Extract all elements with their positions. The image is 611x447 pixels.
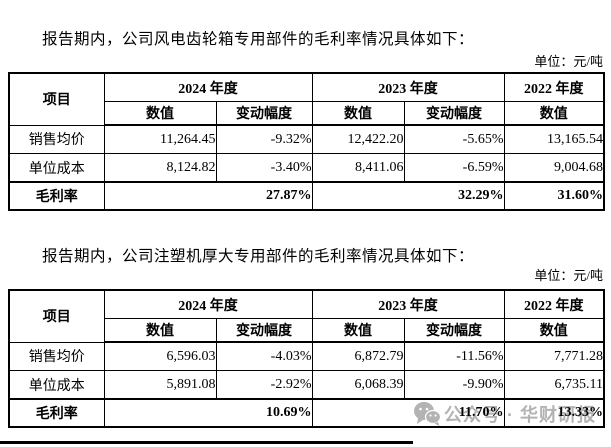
value-cell: 11,264.45 bbox=[103, 124, 217, 154]
unit-label: 单位：元/吨 bbox=[534, 268, 603, 283]
value-cell: 6,735.11 bbox=[503, 370, 605, 400]
header-year-2022: 2022 年度 bbox=[503, 289, 605, 319]
value-cell: 6,068.39 bbox=[311, 370, 405, 400]
header-change-2024: 变动幅度 bbox=[215, 101, 313, 126]
value-cell: -6.59% bbox=[403, 153, 505, 183]
table-header-row-years: 项目 2024 年度 2023 年度 2022 年度 bbox=[8, 72, 605, 126]
section-intro-gearbox: 报告期内，公司风电齿轮箱专用部件的毛利率情况具体如下： bbox=[42, 30, 475, 48]
value-cell: 32.29% bbox=[311, 181, 505, 211]
header-year-2024: 2024 年度 bbox=[103, 72, 313, 102]
header-change-2024: 变动幅度 bbox=[215, 318, 313, 343]
header-year-2022: 2022 年度 bbox=[503, 72, 605, 102]
table-header-row-years: 项目 2024 年度 2023 年度 2022 年度 bbox=[8, 289, 605, 343]
header-year-2023: 2023 年度 bbox=[311, 72, 505, 102]
table-row-unit-cost: 单位成本 5,891.08 -2.92% 6,068.39 -9.90% 6,7… bbox=[8, 370, 605, 400]
value-cell: -3.40% bbox=[215, 153, 313, 183]
gearbox-margin-table: 项目 2024 年度 2023 年度 2022 年度 数值 变动幅度 数值 变动… bbox=[8, 72, 605, 211]
header-value-2024: 数值 bbox=[103, 101, 217, 126]
value-cell: 31.60% bbox=[503, 181, 605, 211]
table-row-avg-price: 销售均价 6,596.03 -4.03% 6,872.79 -11.56% 7,… bbox=[8, 341, 605, 371]
value-cell: -9.32% bbox=[215, 124, 313, 154]
header-value-2024: 数值 bbox=[103, 318, 217, 343]
value-cell: 11.70% bbox=[311, 398, 505, 428]
header-year-2024: 2024 年度 bbox=[103, 289, 313, 319]
header-item: 项目 bbox=[8, 289, 105, 343]
header-value-2022: 数值 bbox=[503, 318, 605, 343]
header-value-2022: 数值 bbox=[503, 101, 605, 126]
header-item: 项目 bbox=[8, 72, 105, 126]
header-value-2023: 数值 bbox=[311, 101, 405, 126]
value-cell: 27.87% bbox=[103, 181, 313, 211]
table-row-gross-margin: 毛利率 27.87% 32.29% 31.60% bbox=[8, 181, 605, 211]
value-cell: -5.65% bbox=[403, 124, 505, 154]
value-cell: 9,004.68 bbox=[503, 153, 605, 183]
row-label: 毛利率 bbox=[8, 181, 105, 211]
value-cell: 13.33% bbox=[503, 398, 605, 428]
value-cell: 7,771.28 bbox=[503, 341, 605, 371]
table-row-unit-cost: 单位成本 8,124.82 -3.40% 8,411.06 -6.59% 9,0… bbox=[8, 153, 605, 183]
injection-margin-table: 项目 2024 年度 2023 年度 2022 年度 数值 变动幅度 数值 变动… bbox=[8, 289, 605, 428]
value-cell: -9.90% bbox=[403, 370, 505, 400]
header-year-2023: 2023 年度 bbox=[311, 289, 505, 319]
value-cell: 6,872.79 bbox=[311, 341, 405, 371]
value-cell: 6,596.03 bbox=[103, 341, 217, 371]
value-cell: -2.92% bbox=[215, 370, 313, 400]
table-row-gross-margin: 毛利率 10.69% 11.70% 13.33% bbox=[8, 398, 605, 428]
header-change-2023: 变动幅度 bbox=[403, 318, 505, 343]
value-cell: 8,124.82 bbox=[103, 153, 217, 183]
unit-label: 单位：元/吨 bbox=[534, 54, 603, 69]
row-label: 单位成本 bbox=[8, 370, 105, 400]
table-row-avg-price: 销售均价 11,264.45 -9.32% 12,422.20 -5.65% 1… bbox=[8, 124, 605, 154]
partial-divider-line bbox=[0, 441, 413, 444]
value-cell: 8,411.06 bbox=[311, 153, 405, 183]
table-header-row-sub: 数值 变动幅度 数值 变动幅度 数值 bbox=[9, 318, 605, 343]
value-cell: -11.56% bbox=[403, 341, 505, 371]
row-label: 单位成本 bbox=[8, 153, 105, 183]
header-change-2023: 变动幅度 bbox=[403, 101, 505, 126]
value-cell: 10.69% bbox=[103, 398, 313, 428]
row-label: 毛利率 bbox=[8, 398, 105, 428]
value-cell: 13,165.54 bbox=[503, 124, 605, 154]
row-label: 销售均价 bbox=[8, 124, 105, 154]
value-cell: -4.03% bbox=[215, 341, 313, 371]
section-intro-injection: 报告期内，公司注塑机厚大专用部件的毛利率情况具体如下： bbox=[42, 247, 475, 265]
row-label: 销售均价 bbox=[8, 341, 105, 371]
value-cell: 5,891.08 bbox=[103, 370, 217, 400]
table-header-row-sub: 数值 变动幅度 数值 变动幅度 数值 bbox=[9, 101, 605, 126]
header-value-2023: 数值 bbox=[311, 318, 405, 343]
value-cell: 12,422.20 bbox=[311, 124, 405, 154]
